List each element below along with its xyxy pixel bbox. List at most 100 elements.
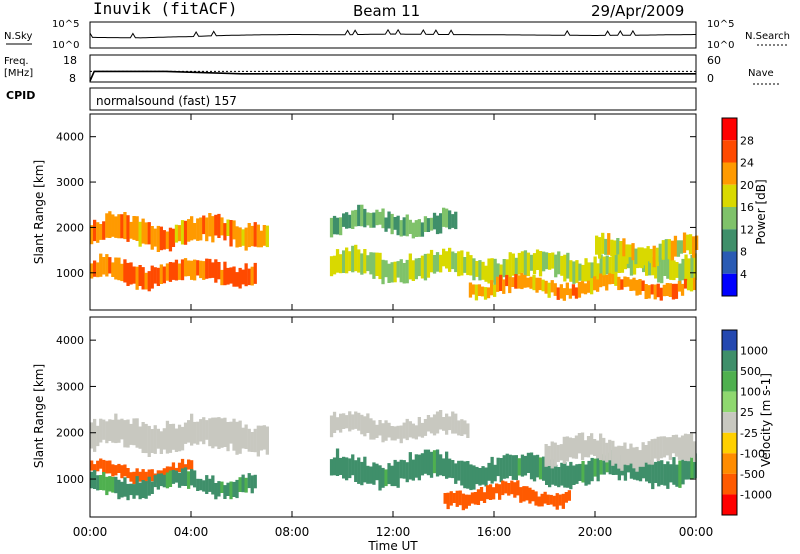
- heatmap-cell: [117, 463, 121, 473]
- heatmap-cell: [623, 442, 627, 465]
- heatmap-cell: [653, 284, 657, 300]
- heatmap-cell: [220, 217, 224, 236]
- heatmap-cell: [439, 454, 443, 476]
- heatmap-cell: [96, 475, 100, 491]
- heatmap-cell: [680, 435, 685, 460]
- heatmap-cell: [538, 277, 542, 291]
- heatmap-cell: [144, 423, 148, 454]
- heatmap-cell: [199, 478, 203, 491]
- heatmap-cell: [162, 468, 166, 481]
- x-tick-label: 20:00: [578, 525, 613, 539]
- heatmap-cell: [532, 253, 537, 274]
- heatmap-cell: [553, 283, 557, 296]
- heatmap-cell: [543, 491, 547, 504]
- heatmap-cell: [93, 418, 97, 452]
- heatmap-cell: [687, 452, 691, 480]
- heatmap-cell: [108, 257, 112, 274]
- heatmap-cell: [105, 213, 109, 238]
- heatmap-cell: [259, 425, 263, 451]
- heatmap-cell: [505, 259, 509, 283]
- heatmap-cell: [599, 454, 603, 475]
- heatmap-cell: [375, 424, 379, 438]
- heatmap-cell: [693, 453, 697, 479]
- velocity-colorbar-label: Velocity [m s-1]: [759, 373, 773, 467]
- heatmap-cell: [114, 465, 118, 476]
- heatmap-cell: [168, 262, 173, 282]
- heatmap-cell: [620, 249, 625, 273]
- heatmap-cell: [455, 490, 459, 507]
- heatmap-cell: [123, 464, 127, 477]
- heatmap-cell: [454, 211, 458, 230]
- colorbar-swatch: [722, 140, 737, 163]
- heatmap-cell: [332, 411, 337, 433]
- heatmap-cell: [414, 425, 418, 440]
- y-tick-label: 4000: [56, 334, 84, 347]
- heatmap-cell: [250, 266, 254, 286]
- heatmap-cell: [480, 286, 485, 297]
- heatmap-cell: [241, 474, 245, 493]
- heatmap-cell: [366, 465, 370, 484]
- heatmap-cell: [598, 237, 602, 259]
- heatmap-cell: [351, 245, 355, 273]
- heatmap-cell: [345, 457, 349, 481]
- heatmap-cell: [655, 247, 659, 266]
- colorbar-tick: 100: [740, 386, 761, 399]
- heatmap-cell: [335, 448, 340, 476]
- heatmap-cell: [208, 478, 212, 492]
- heatmap-cell: [183, 467, 188, 486]
- heatmap-cell: [619, 241, 623, 256]
- heatmap-cell: [637, 247, 641, 266]
- heatmap-cell: [625, 244, 629, 264]
- power-plot-area: [90, 204, 699, 301]
- heatmap-cell: [141, 422, 145, 453]
- heatmap-cell: [614, 271, 618, 286]
- heatmap-cell: [390, 262, 394, 283]
- heatmap-cell: [102, 419, 106, 440]
- heatmap-cell: [253, 474, 257, 489]
- heatmap-cell: [387, 263, 391, 283]
- heatmap-cell: [596, 457, 600, 482]
- y-tick-label: 3000: [56, 176, 84, 189]
- heatmap-cell: [402, 263, 406, 284]
- heatmap-cell: [402, 460, 406, 479]
- heatmap-cell: [471, 284, 476, 295]
- heatmap-cell: [180, 220, 185, 245]
- heatmap-cell: [674, 434, 679, 457]
- velocity-colorbar: 1000 500 100 25 -25 -100 -500 -1000: [721, 329, 772, 516]
- heatmap-cell: [345, 247, 349, 274]
- heatmap-cell: [375, 209, 379, 226]
- heatmap-cell: [226, 219, 230, 236]
- heatmap-cell: [375, 252, 379, 276]
- heatmap-cell: [631, 243, 635, 261]
- heatmap-cell: [408, 452, 412, 480]
- heatmap-cell: [551, 252, 555, 269]
- heatmap-cell: [135, 468, 139, 481]
- colorbar-swatch: [722, 118, 737, 141]
- heatmap-cell: [683, 433, 688, 461]
- station-title: Inuvik (fitACF): [93, 0, 238, 18]
- heatmap-cell: [429, 417, 434, 434]
- heatmap-cell: [329, 415, 334, 438]
- heatmap-cell: [423, 216, 428, 232]
- heatmap-cell: [199, 217, 203, 241]
- heatmap-cell: [217, 213, 221, 238]
- heatmap-cell: [513, 482, 517, 498]
- heatmap-cell: [168, 227, 173, 252]
- heatmap-cell: [123, 259, 127, 283]
- freq-right-label: Nave: [748, 68, 774, 79]
- cpid-panel: CPID normalsound (fast) 157: [6, 87, 697, 111]
- heatmap-cell: [211, 216, 215, 243]
- heatmap-cell: [466, 251, 470, 276]
- heatmap-cell: [153, 267, 157, 284]
- heatmap-cell: [664, 239, 668, 261]
- heatmap-cell: [342, 250, 346, 273]
- cpid-text: normalsound (fast) 157: [96, 94, 237, 108]
- heatmap-cell: [538, 457, 543, 480]
- heatmap-cell: [90, 460, 94, 471]
- heatmap-cell: [682, 232, 687, 253]
- heatmap-cell: [132, 266, 136, 284]
- heatmap-cell: [335, 249, 340, 273]
- heatmap-cell: [162, 428, 166, 450]
- power-colorbar: 4 8 12 16 20 24 28: [721, 117, 754, 297]
- heatmap-cell: [90, 225, 94, 245]
